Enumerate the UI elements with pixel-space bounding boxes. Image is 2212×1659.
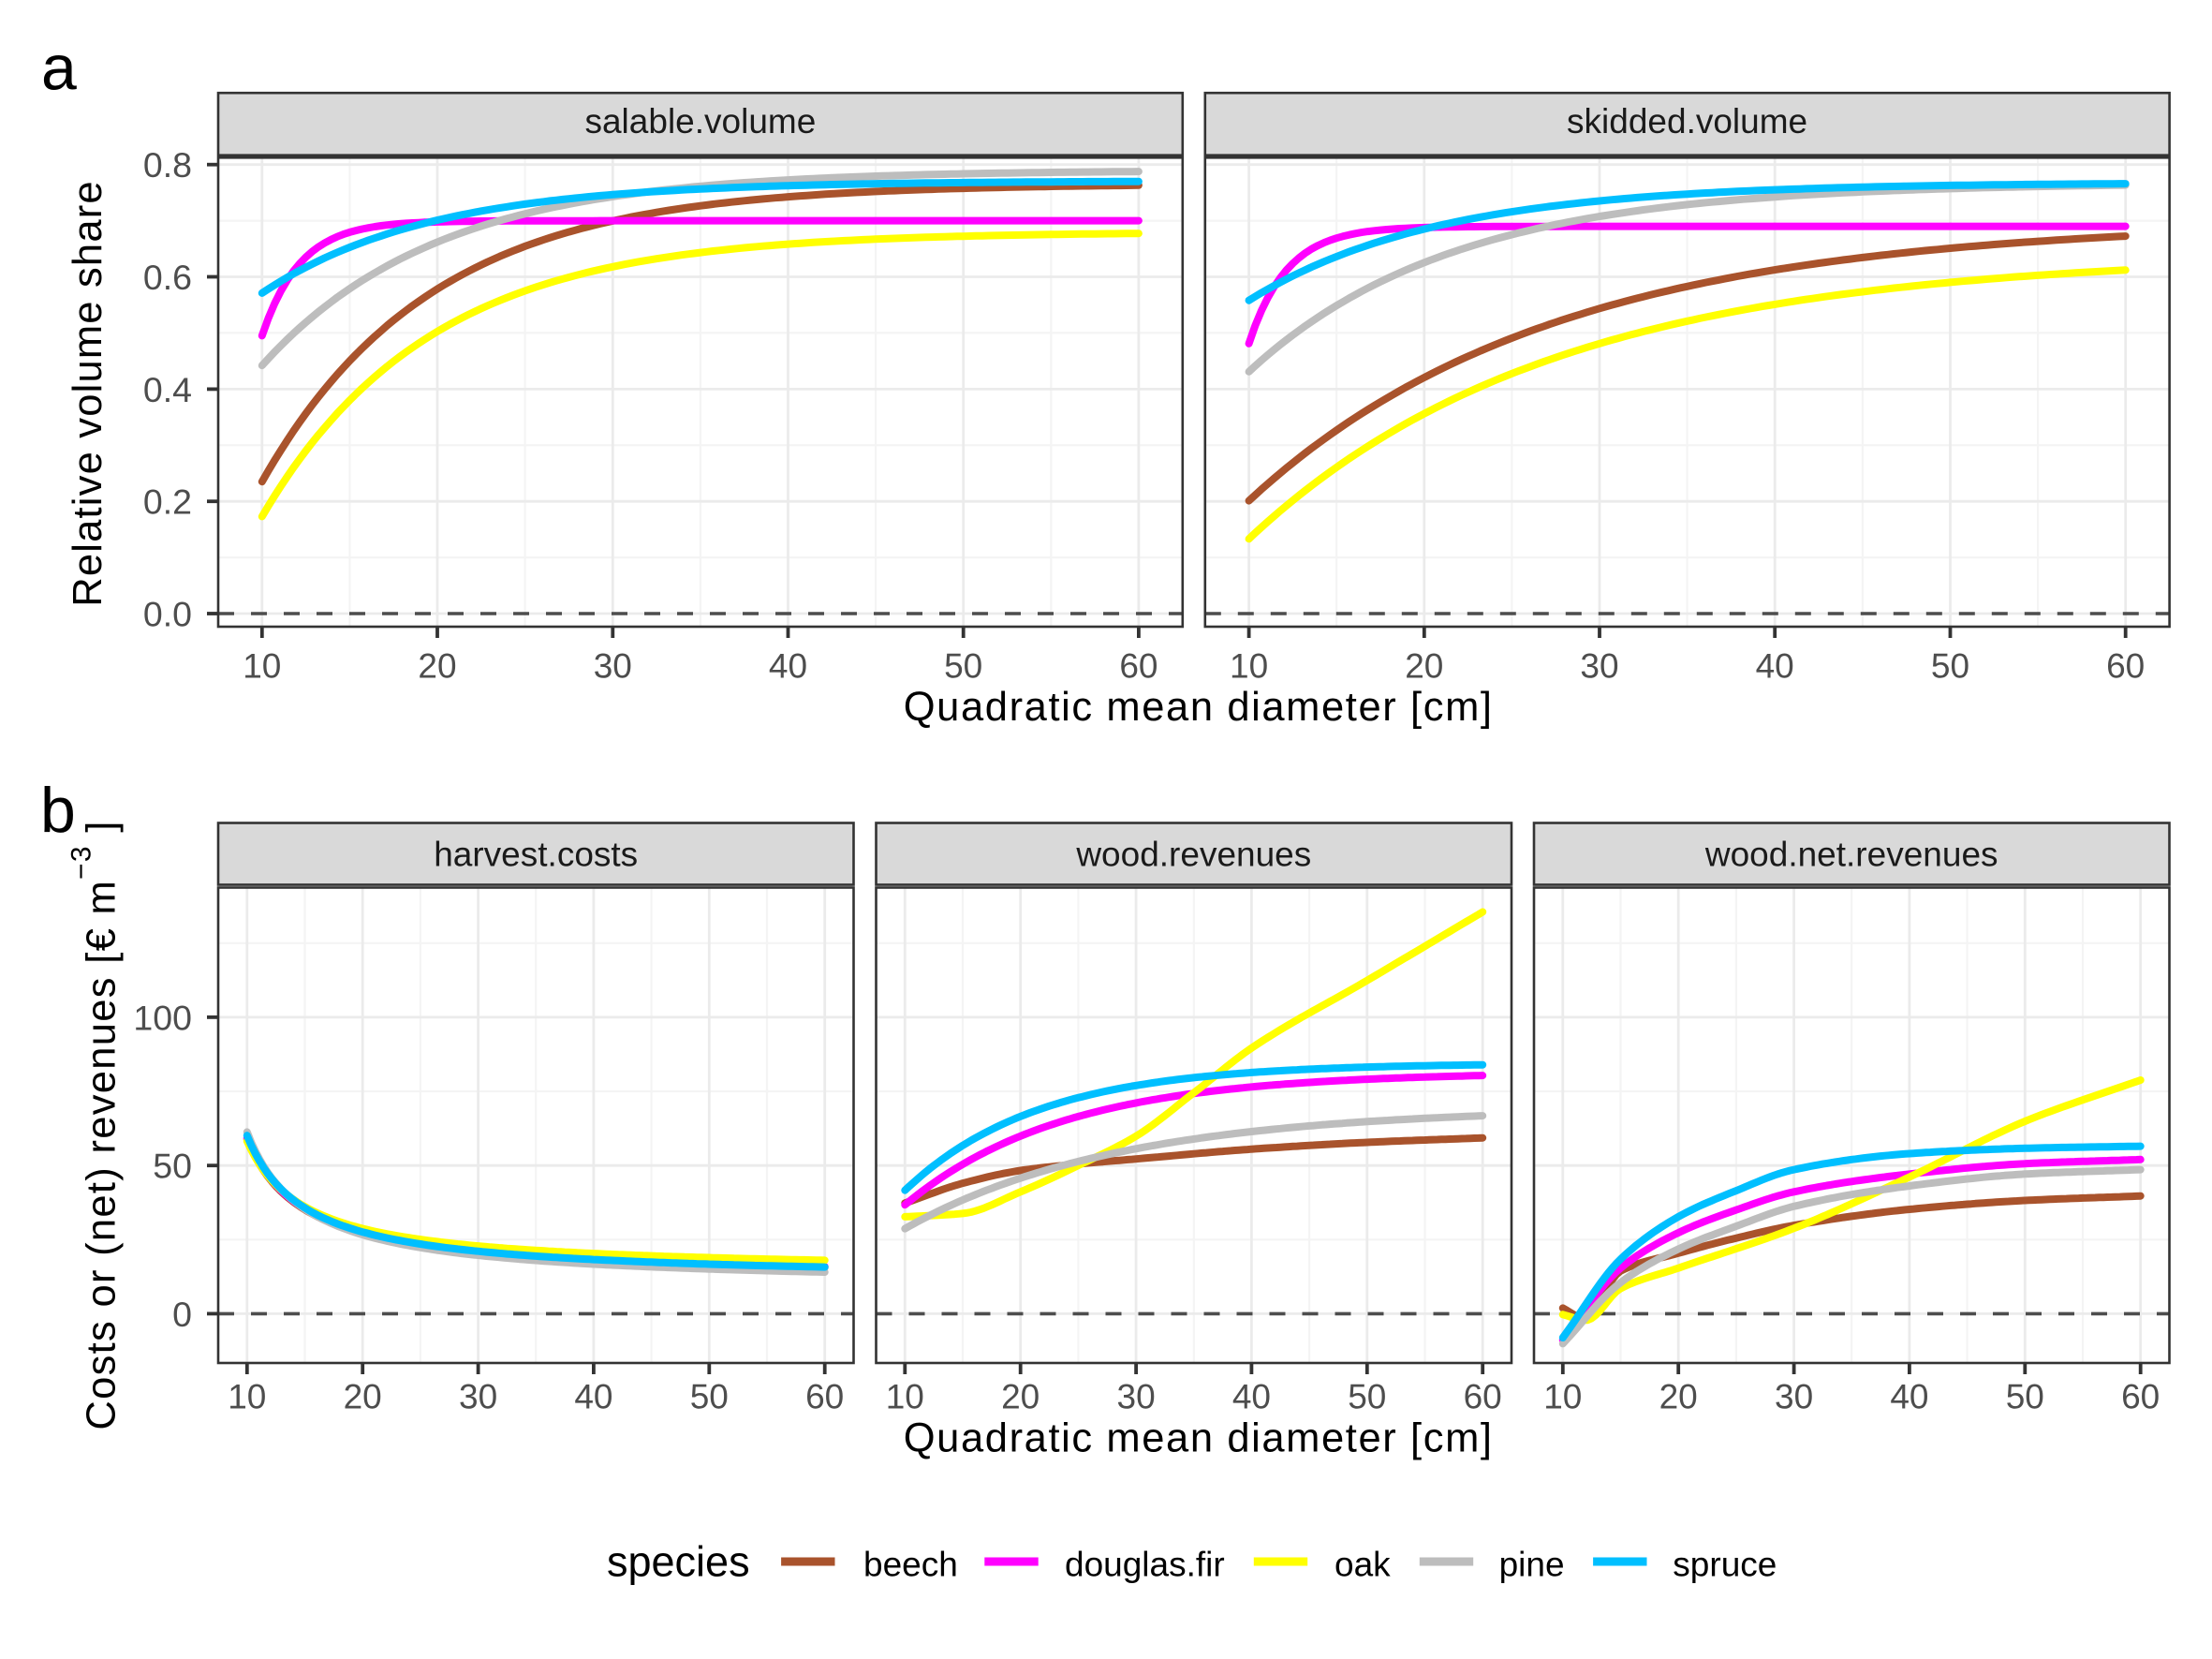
svg-text:60: 60 xyxy=(2121,1378,2160,1416)
svg-text:40: 40 xyxy=(1890,1378,1928,1416)
svg-text:douglas.fir: douglas.fir xyxy=(1065,1545,1225,1583)
svg-text:Relative volume share: Relative volume share xyxy=(66,180,111,607)
svg-text:0.2: 0.2 xyxy=(143,482,192,522)
svg-text:species: species xyxy=(607,1537,750,1585)
svg-text:50: 50 xyxy=(1931,647,1969,686)
svg-text:10: 10 xyxy=(886,1378,924,1416)
svg-text:20: 20 xyxy=(1001,1378,1040,1416)
svg-text:20: 20 xyxy=(1405,647,1443,686)
svg-text:50: 50 xyxy=(2006,1378,2044,1416)
svg-text:40: 40 xyxy=(574,1378,612,1416)
svg-text:60: 60 xyxy=(2106,647,2145,686)
svg-text:60: 60 xyxy=(1119,647,1158,686)
svg-text:30: 30 xyxy=(594,647,632,686)
svg-text:beech: beech xyxy=(863,1545,958,1583)
svg-text:30: 30 xyxy=(1117,1378,1156,1416)
svg-text:0.6: 0.6 xyxy=(143,258,192,297)
svg-text:30: 30 xyxy=(459,1378,497,1416)
svg-text:skidded.volume: skidded.volume xyxy=(1567,102,1807,141)
svg-text:0.0: 0.0 xyxy=(143,595,192,634)
svg-text:20: 20 xyxy=(418,647,456,686)
svg-text:10: 10 xyxy=(243,647,281,686)
svg-text:salable.volume: salable.volume xyxy=(584,102,816,141)
svg-text:50: 50 xyxy=(153,1147,192,1186)
svg-text:10: 10 xyxy=(1543,1378,1582,1416)
svg-text:50: 50 xyxy=(944,647,982,686)
svg-text:pine: pine xyxy=(1499,1545,1565,1583)
svg-text:Quadratic mean diameter [cm]: Quadratic mean diameter [cm] xyxy=(904,685,1494,730)
svg-text:0: 0 xyxy=(172,1295,192,1334)
svg-text:harvest.costs: harvest.costs xyxy=(434,835,638,873)
svg-text:wood.net.revenues: wood.net.revenues xyxy=(1704,835,1998,873)
svg-text:30: 30 xyxy=(1775,1378,1813,1416)
svg-text:10: 10 xyxy=(228,1378,266,1416)
svg-text:Quadratic mean diameter [cm]: Quadratic mean diameter [cm] xyxy=(904,1416,1494,1461)
svg-text:100: 100 xyxy=(133,998,192,1037)
svg-text:60: 60 xyxy=(805,1378,844,1416)
svg-text:0.8: 0.8 xyxy=(143,145,192,185)
svg-text:40: 40 xyxy=(769,647,807,686)
svg-text:0.4: 0.4 xyxy=(143,370,192,409)
svg-text:b: b xyxy=(40,775,76,846)
svg-text:wood.revenues: wood.revenues xyxy=(1075,835,1311,873)
svg-text:60: 60 xyxy=(1464,1378,1502,1416)
svg-text:40: 40 xyxy=(1232,1378,1271,1416)
svg-text:10: 10 xyxy=(1230,647,1268,686)
svg-text:a: a xyxy=(41,32,77,103)
svg-text:50: 50 xyxy=(690,1378,729,1416)
svg-text:50: 50 xyxy=(1348,1378,1386,1416)
svg-text:20: 20 xyxy=(344,1378,382,1416)
svg-text:30: 30 xyxy=(1580,647,1618,686)
svg-text:20: 20 xyxy=(1659,1378,1698,1416)
svg-text:spruce: spruce xyxy=(1673,1545,1777,1583)
svg-text:oak: oak xyxy=(1335,1545,1391,1583)
svg-text:40: 40 xyxy=(1756,647,1794,686)
